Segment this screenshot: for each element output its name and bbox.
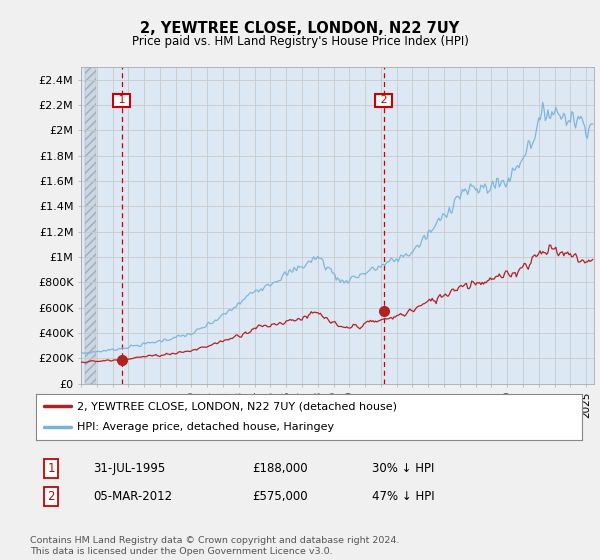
Text: 2, YEWTREE CLOSE, LONDON, N22 7UY: 2, YEWTREE CLOSE, LONDON, N22 7UY xyxy=(140,21,460,36)
Text: £575,000: £575,000 xyxy=(252,490,308,503)
Text: HPI: Average price, detached house, Haringey: HPI: Average price, detached house, Hari… xyxy=(77,422,334,432)
Text: Price paid vs. HM Land Registry's House Price Index (HPI): Price paid vs. HM Land Registry's House … xyxy=(131,35,469,48)
Text: £188,000: £188,000 xyxy=(252,462,308,475)
Text: 2: 2 xyxy=(377,95,391,105)
Polygon shape xyxy=(85,67,96,384)
Text: 2: 2 xyxy=(47,490,55,503)
Text: 05-MAR-2012: 05-MAR-2012 xyxy=(93,490,172,503)
Text: 1: 1 xyxy=(47,462,55,475)
Text: 31-JUL-1995: 31-JUL-1995 xyxy=(93,462,165,475)
Text: 2, YEWTREE CLOSE, LONDON, N22 7UY (detached house): 2, YEWTREE CLOSE, LONDON, N22 7UY (detac… xyxy=(77,401,397,411)
Text: 1: 1 xyxy=(115,95,129,105)
Text: 30% ↓ HPI: 30% ↓ HPI xyxy=(372,462,434,475)
Text: 47% ↓ HPI: 47% ↓ HPI xyxy=(372,490,434,503)
Text: Contains HM Land Registry data © Crown copyright and database right 2024.
This d: Contains HM Land Registry data © Crown c… xyxy=(30,536,400,556)
